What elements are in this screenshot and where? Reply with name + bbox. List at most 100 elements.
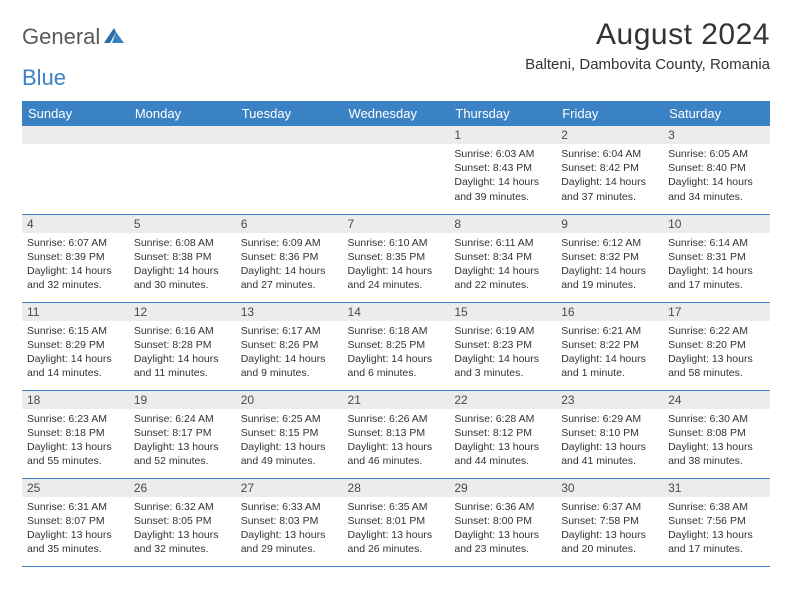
daylight-line: Daylight: 14 hours and 39 minutes. [454, 175, 551, 203]
daylight-line: Daylight: 13 hours and 58 minutes. [668, 352, 765, 380]
day-number: 10 [663, 215, 770, 233]
day-details: Sunrise: 6:14 AMSunset: 8:31 PMDaylight:… [668, 236, 765, 293]
sunrise-line: Sunrise: 6:28 AM [454, 412, 551, 426]
sunset-line: Sunset: 8:22 PM [561, 338, 658, 352]
day-details: Sunrise: 6:28 AMSunset: 8:12 PMDaylight:… [454, 412, 551, 469]
sunrise-line: Sunrise: 6:09 AM [241, 236, 338, 250]
calendar-cell: 20Sunrise: 6:25 AMSunset: 8:15 PMDayligh… [236, 390, 343, 478]
day-number: 4 [22, 215, 129, 233]
sunset-line: Sunset: 8:32 PM [561, 250, 658, 264]
day-number: 5 [129, 215, 236, 233]
day-number: 26 [129, 479, 236, 497]
day-details: Sunrise: 6:19 AMSunset: 8:23 PMDaylight:… [454, 324, 551, 381]
sunset-line: Sunset: 8:36 PM [241, 250, 338, 264]
daylight-line: Daylight: 13 hours and 20 minutes. [561, 528, 658, 556]
day-details: Sunrise: 6:30 AMSunset: 8:08 PMDaylight:… [668, 412, 765, 469]
day-number-empty [129, 126, 236, 144]
day-details: Sunrise: 6:09 AMSunset: 8:36 PMDaylight:… [241, 236, 338, 293]
sunset-line: Sunset: 8:34 PM [454, 250, 551, 264]
sunset-line: Sunset: 8:15 PM [241, 426, 338, 440]
sunset-line: Sunset: 8:00 PM [454, 514, 551, 528]
sunrise-line: Sunrise: 6:11 AM [454, 236, 551, 250]
sunrise-line: Sunrise: 6:12 AM [561, 236, 658, 250]
sunrise-line: Sunrise: 6:23 AM [27, 412, 124, 426]
day-number: 7 [343, 215, 450, 233]
calendar-cell: 8Sunrise: 6:11 AMSunset: 8:34 PMDaylight… [449, 214, 556, 302]
calendar-cell: 14Sunrise: 6:18 AMSunset: 8:25 PMDayligh… [343, 302, 450, 390]
month-title: August 2024 [525, 18, 770, 52]
day-number-empty [236, 126, 343, 144]
calendar-cell: 21 Sunrise: 6:26 AMSunset: 8:13 PMDayligh… [343, 390, 450, 478]
daylight-line: Daylight: 13 hours and 46 minutes. [348, 440, 445, 468]
sunrise-line: Sunrise: 6:14 AM [668, 236, 765, 250]
sunrise-line: Sunrise: 6:29 AM [561, 412, 658, 426]
daylight-line: Daylight: 14 hours and 6 minutes. [348, 352, 445, 380]
day-details: Sunrise: 6:26 AMSunset: 8:13 PMDaylight:… [348, 412, 445, 469]
calendar-week-row: 18Sunrise: 6:23 AMSunset: 8:18 PMDayligh… [22, 390, 770, 478]
sunrise-line: Sunrise: 6:35 AM [348, 500, 445, 514]
calendar-cell: 2Sunrise: 6:04 AMSunset: 8:42 PMDaylight… [556, 126, 663, 214]
day-details: Sunrise: 6:08 AMSunset: 8:38 PMDaylight:… [134, 236, 231, 293]
sunset-line: Sunset: 8:31 PM [668, 250, 765, 264]
daylight-line: Daylight: 14 hours and 11 minutes. [134, 352, 231, 380]
day-details: Sunrise: 6:05 AMSunset: 8:40 PMDaylight:… [668, 147, 765, 204]
sunset-line: Sunset: 8:29 PM [27, 338, 124, 352]
calendar-week-row: 4Sunrise: 6:07 AMSunset: 8:39 PMDaylight… [22, 214, 770, 302]
day-details: Sunrise: 6:38 AMSunset: 7:56 PMDaylight:… [668, 500, 765, 557]
day-details: Sunrise: 6:15 AMSunset: 8:29 PMDaylight:… [27, 324, 124, 381]
calendar-cell: 7 Sunrise: 6:10 AMSunset: 8:35 PMDaylight… [343, 214, 450, 302]
day-header: Saturday [663, 101, 770, 126]
logo-flag-icon [104, 26, 126, 49]
day-number: 6 [236, 215, 343, 233]
sunrise-line: Sunrise: 6:38 AM [668, 500, 765, 514]
daylight-line: Daylight: 13 hours and 55 minutes. [27, 440, 124, 468]
calendar-cell: 18Sunrise: 6:23 AMSunset: 8:18 PMDayligh… [22, 390, 129, 478]
day-number: 19 [129, 391, 236, 409]
day-number: 31 [663, 479, 770, 497]
day-details: Sunrise: 6:11 AMSunset: 8:34 PMDaylight:… [454, 236, 551, 293]
calendar-cell: 10 Sunrise: 6:14 AMSunset: 8:31 PMDayligh… [663, 214, 770, 302]
calendar-cell [22, 126, 129, 214]
sunset-line: Sunset: 8:01 PM [348, 514, 445, 528]
daylight-line: Daylight: 14 hours and 30 minutes. [134, 264, 231, 292]
day-number: 24 [663, 391, 770, 409]
sunrise-line: Sunrise: 6:33 AM [241, 500, 338, 514]
calendar-cell: 19 Sunrise: 6:24 AMSunset: 8:17 PMDayligh… [129, 390, 236, 478]
daylight-line: Daylight: 14 hours and 22 minutes. [454, 264, 551, 292]
calendar-cell [236, 126, 343, 214]
calendar-week-row: 25Sunrise: 6:31 AMSunset: 8:07 PMDayligh… [22, 478, 770, 566]
sunset-line: Sunset: 8:07 PM [27, 514, 124, 528]
sunrise-line: Sunrise: 6:31 AM [27, 500, 124, 514]
daylight-line: Daylight: 13 hours and 32 minutes. [134, 528, 231, 556]
daylight-line: Daylight: 14 hours and 24 minutes. [348, 264, 445, 292]
day-number-empty [343, 126, 450, 144]
daylight-line: Daylight: 13 hours and 49 minutes. [241, 440, 338, 468]
daylight-line: Daylight: 14 hours and 14 minutes. [27, 352, 124, 380]
day-details: Sunrise: 6:10 AMSunset: 8:35 PMDaylight:… [348, 236, 445, 293]
daylight-line: Daylight: 14 hours and 17 minutes. [668, 264, 765, 292]
sunset-line: Sunset: 8:38 PM [134, 250, 231, 264]
sunset-line: Sunset: 7:56 PM [668, 514, 765, 528]
day-number: 21 [343, 391, 450, 409]
day-details: Sunrise: 6:31 AMSunset: 8:07 PMDaylight:… [27, 500, 124, 557]
day-header-row: Sunday Monday Tuesday Wednesday Thursday… [22, 101, 770, 126]
logo-text-blue: Blue [22, 65, 66, 91]
sunrise-line: Sunrise: 6:03 AM [454, 147, 551, 161]
sunrise-line: Sunrise: 6:16 AM [134, 324, 231, 338]
day-number: 27 [236, 479, 343, 497]
day-number: 2 [556, 126, 663, 144]
daylight-line: Daylight: 14 hours and 9 minutes. [241, 352, 338, 380]
day-details: Sunrise: 6:03 AMSunset: 8:43 PMDaylight:… [454, 147, 551, 204]
calendar-cell: 31 Sunrise: 6:38 AMSunset: 7:56 PMDayligh… [663, 478, 770, 566]
sunrise-line: Sunrise: 6:05 AM [668, 147, 765, 161]
day-details: Sunrise: 6:24 AMSunset: 8:17 PMDaylight:… [134, 412, 231, 469]
day-details: Sunrise: 6:29 AMSunset: 8:10 PMDaylight:… [561, 412, 658, 469]
calendar-cell: 11Sunrise: 6:15 AMSunset: 8:29 PMDayligh… [22, 302, 129, 390]
daylight-line: Daylight: 14 hours and 34 minutes. [668, 175, 765, 203]
daylight-line: Daylight: 13 hours and 41 minutes. [561, 440, 658, 468]
calendar-cell: 3Sunrise: 6:05 AMSunset: 8:40 PMDaylight… [663, 126, 770, 214]
calendar-cell: 30Sunrise: 6:37 AMSunset: 7:58 PMDayligh… [556, 478, 663, 566]
sunrise-line: Sunrise: 6:18 AM [348, 324, 445, 338]
day-number: 9 [556, 215, 663, 233]
daylight-line: Daylight: 14 hours and 1 minute. [561, 352, 658, 380]
